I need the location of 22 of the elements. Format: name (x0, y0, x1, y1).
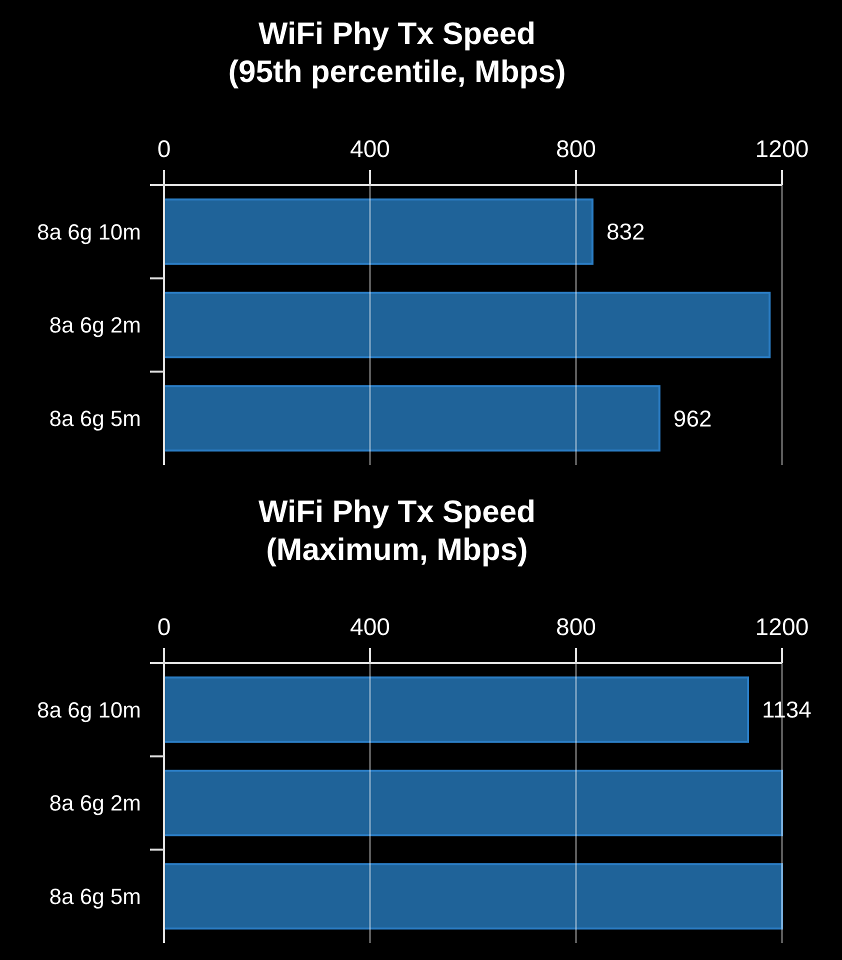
y-tick-label: 8a 6g 10m (37, 697, 141, 722)
x-tick-label: 800 (556, 614, 596, 641)
x-tick-label: 400 (350, 136, 390, 163)
x-tick-label: 800 (556, 136, 596, 163)
data-label: 1134 (762, 696, 812, 723)
bar (163, 198, 594, 265)
x-tick-label: 0 (157, 614, 171, 641)
data-label: 832 (606, 218, 645, 245)
bar (163, 385, 660, 452)
data-label: 962 (673, 405, 712, 432)
bar (163, 292, 771, 358)
chart-title: WiFi Phy Tx Speed (Maximum, Mbps) (258, 494, 536, 567)
x-tick-label: 1200 (755, 614, 809, 641)
y-tick-label: 8a 6g 2m (49, 790, 141, 816)
y-tick-label: 8a 6g 5m (49, 406, 141, 432)
x-tick-label: 0 (157, 136, 171, 163)
x-tick-label: 1200 (755, 136, 809, 163)
y-tick-label: 8a 6g 2m (49, 312, 141, 338)
chart-title: WiFi Phy Tx Speed (95th percentile, Mbps) (228, 16, 566, 89)
y-tick-label: 8a 6g 10m (37, 219, 141, 244)
y-tick-label: 8a 6g 5m (49, 884, 141, 910)
x-tick-label: 400 (350, 614, 390, 641)
